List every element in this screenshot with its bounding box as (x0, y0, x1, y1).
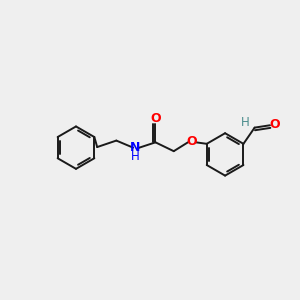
Text: O: O (187, 135, 197, 148)
Text: N: N (130, 141, 141, 154)
Text: O: O (270, 118, 280, 131)
Text: H: H (241, 116, 250, 129)
Text: O: O (150, 112, 161, 125)
Text: H: H (131, 150, 140, 163)
